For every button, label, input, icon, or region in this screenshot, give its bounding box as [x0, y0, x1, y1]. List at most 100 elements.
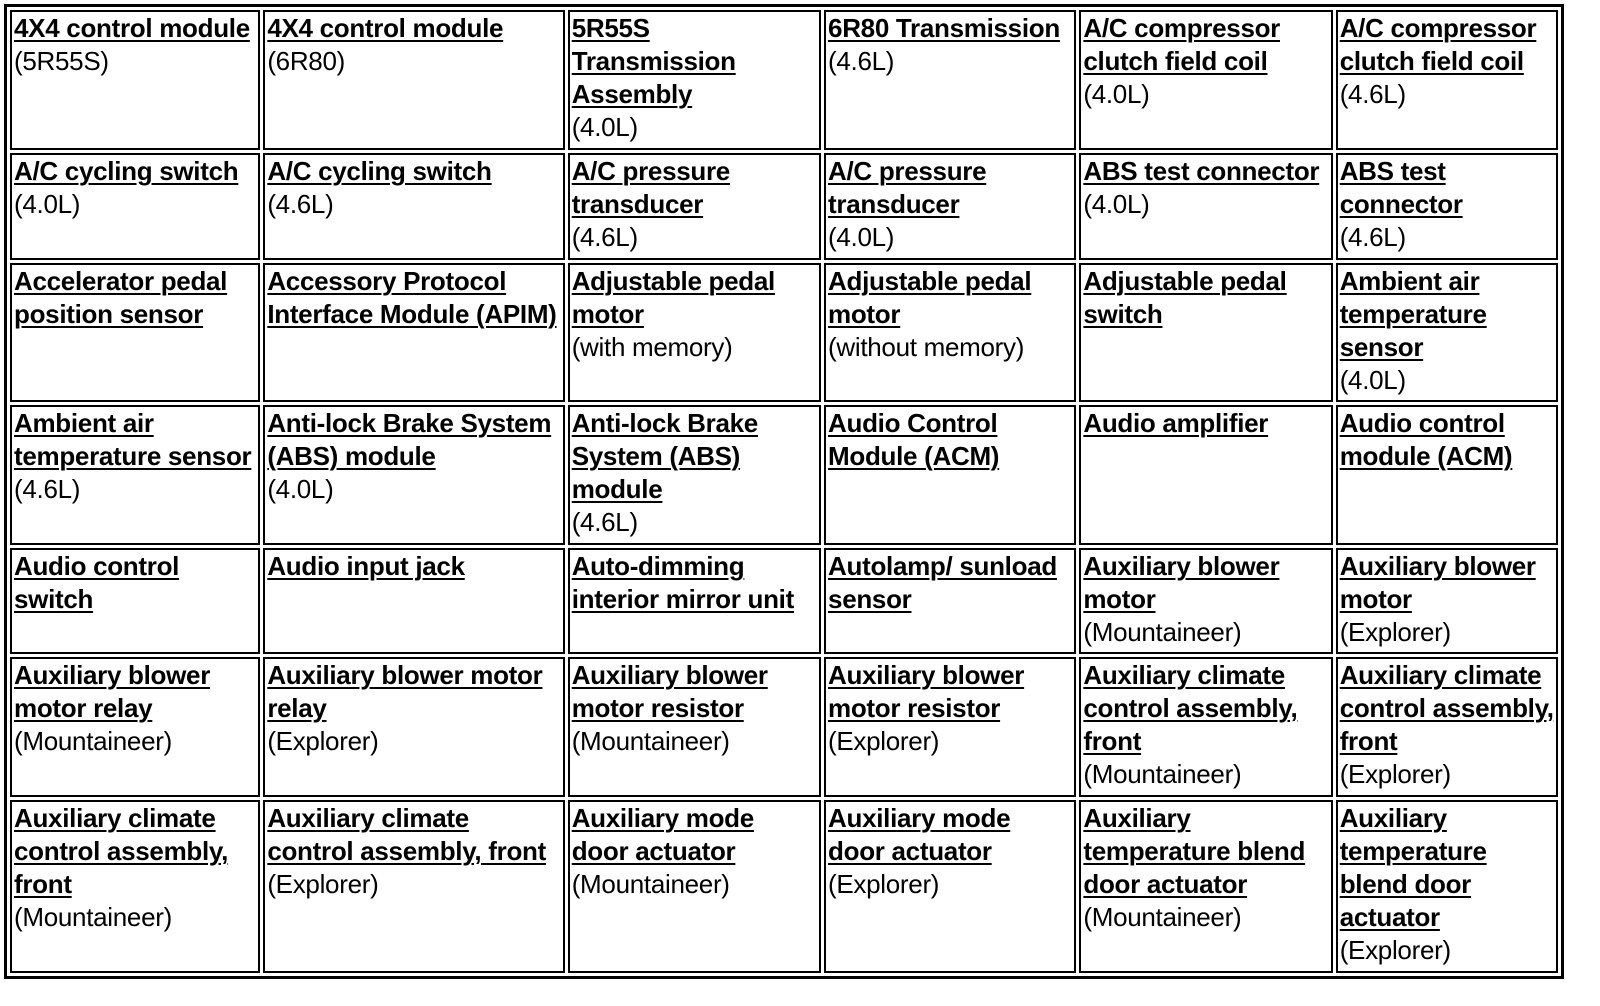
component-note: (Explorer): [1339, 617, 1451, 647]
component-note: (6R80): [267, 46, 345, 76]
component-link[interactable]: Auxiliary climate control assembly, fron…: [14, 803, 229, 899]
component-link[interactable]: Audio amplifier: [1083, 408, 1269, 438]
table-cell: Autolamp/ sunload sensor: [824, 548, 1077, 654]
component-link[interactable]: A/C pressure transducer: [828, 156, 987, 219]
table-cell: Ambient air temperature sensor (4.0L): [1335, 263, 1558, 402]
component-link[interactable]: Auxiliary temperature blend door actuato…: [1083, 803, 1306, 899]
component-note: (Mountaineer): [14, 726, 172, 756]
component-note: (Mountaineer): [1083, 902, 1242, 932]
table-cell: Audio amplifier: [1079, 405, 1333, 545]
component-note: (Mountaineer): [1083, 759, 1242, 789]
table-cell: A/C compressor clutch field coil (4.6L): [1335, 10, 1558, 150]
component-link[interactable]: Auxiliary climate control assembly, fron…: [1083, 660, 1298, 756]
table-cell: A/C pressure transducer (4.0L): [824, 153, 1077, 260]
component-note: (Explorer): [267, 869, 379, 899]
table-cell: Accelerator pedal position sensor: [10, 263, 261, 402]
table-cell: 6R80 Transmission (4.6L): [824, 10, 1077, 150]
component-link[interactable]: Anti-lock Brake System (ABS) module: [571, 408, 759, 504]
table-cell: Audio control module (ACM): [1335, 405, 1558, 545]
component-note: (5R55S): [14, 46, 109, 76]
component-link[interactable]: Accelerator pedal position sensor: [14, 266, 228, 329]
table-cell: 5R55S Transmission Assembly (4.0L): [567, 10, 822, 150]
table-cell: Auxiliary blower motor (Explorer): [1335, 548, 1558, 654]
component-note: (with memory): [571, 332, 733, 362]
component-link[interactable]: Audio Control Module (ACM): [828, 408, 1000, 471]
component-link[interactable]: Auxiliary blower motor: [1083, 551, 1280, 614]
component-link[interactable]: Auxiliary mode door actuator: [828, 803, 1011, 866]
table-cell: Auxiliary mode door actuator (Mountaineer…: [567, 800, 822, 973]
table-cell: Adjustable pedal motor (without memory): [824, 263, 1077, 402]
component-link[interactable]: Auxiliary blower motor relay: [267, 660, 543, 723]
component-link[interactable]: Audio control switch: [14, 551, 180, 614]
table-cell: 4X4 control module (5R55S): [10, 10, 261, 150]
component-link[interactable]: Adjustable pedal motor: [571, 266, 776, 329]
table-cell: 4X4 control module (6R80): [263, 10, 565, 150]
table-cell: Auxiliary blower motor resistor (Mountain…: [567, 657, 822, 797]
table-cell: ABS test connector (4.0L): [1079, 153, 1333, 260]
component-note: (Mountaineer): [14, 902, 172, 932]
component-link[interactable]: Auxiliary temperature blend door actuato…: [1339, 803, 1487, 932]
table-cell: Auxiliary climate control assembly, fron…: [1079, 657, 1333, 797]
component-note: (4.6L): [571, 222, 638, 252]
table-cell: Adjustable pedal switch: [1079, 263, 1333, 402]
component-link[interactable]: 5R55S Transmission Assembly: [571, 13, 736, 109]
component-link[interactable]: A/C cycling switch: [14, 156, 239, 186]
table-row: Auxiliary climate control assembly, fron…: [10, 800, 1558, 973]
component-link[interactable]: A/C compressor clutch field coil: [1339, 13, 1537, 76]
table-row: Audio control switch Audio input jack Auto…: [10, 548, 1558, 654]
component-note: (4.6L): [14, 474, 81, 504]
component-note: (4.0L): [1083, 189, 1150, 219]
component-link[interactable]: Audio control module (ACM): [1339, 408, 1513, 471]
component-link[interactable]: ABS test connector: [1083, 156, 1320, 186]
table-cell: A/C compressor clutch field coil (4.0L): [1079, 10, 1333, 150]
component-link[interactable]: Adjustable pedal motor: [828, 266, 1032, 329]
component-note: (4.6L): [1339, 222, 1406, 252]
table-cell: Accessory Protocol Interface Module (API…: [263, 263, 565, 402]
table-cell: Auxiliary climate control assembly, fron…: [10, 800, 261, 973]
table-cell: Auxiliary mode door actuator (Explorer): [824, 800, 1077, 973]
component-note: (4.0L): [571, 112, 638, 142]
component-link[interactable]: Auxiliary blower motor: [1339, 551, 1536, 614]
table-row: Ambient air temperature sensor (4.6L) Anti…: [10, 405, 1558, 545]
component-note: (Explorer): [267, 726, 379, 756]
component-note: (4.6L): [828, 46, 895, 76]
component-link[interactable]: A/C compressor clutch field coil: [1083, 13, 1280, 76]
table-cell: Anti-lock Brake System (ABS) module (4.0L…: [263, 405, 565, 545]
table-cell: A/C cycling switch (4.0L): [10, 153, 261, 260]
table-row: Auxiliary blower motor relay (Mountaineer…: [10, 657, 1558, 797]
component-link[interactable]: Audio input jack: [267, 551, 465, 581]
component-note: (4.6L): [1339, 79, 1406, 109]
component-note: (4.0L): [14, 189, 81, 219]
table-cell: A/C pressure transducer (4.6L): [567, 153, 822, 260]
component-link[interactable]: Auxiliary blower motor resistor: [828, 660, 1025, 723]
component-link[interactable]: Auxiliary climate control assembly, fron…: [1339, 660, 1554, 756]
table-cell: Audio input jack: [263, 548, 565, 654]
component-link[interactable]: Auxiliary climate control assembly, fron…: [267, 803, 546, 866]
component-link[interactable]: Ambient air temperature sensor: [14, 408, 252, 471]
component-note: (Explorer): [828, 726, 940, 756]
component-link[interactable]: ABS test connector: [1339, 156, 1463, 219]
component-link[interactable]: Adjustable pedal switch: [1083, 266, 1287, 329]
component-note: (4.0L): [267, 474, 334, 504]
component-link[interactable]: Auxiliary blower motor relay: [14, 660, 211, 723]
table-cell: Ambient air temperature sensor (4.6L): [10, 405, 261, 545]
component-link[interactable]: Auto-dimming interior mirror unit: [571, 551, 795, 614]
table-cell: Audio Control Module (ACM): [824, 405, 1077, 545]
component-link[interactable]: Accessory Protocol Interface Module (API…: [267, 266, 557, 329]
component-note: (4.6L): [267, 189, 334, 219]
table-row: 4X4 control module (5R55S) 4X4 control mod…: [10, 10, 1558, 150]
component-link[interactable]: A/C pressure transducer: [571, 156, 731, 219]
component-link[interactable]: Autolamp/ sunload sensor: [828, 551, 1057, 614]
component-link[interactable]: Anti-lock Brake System (ABS) module: [267, 408, 552, 471]
component-link[interactable]: 4X4 control module: [267, 13, 504, 43]
component-index-table: 4X4 control module (5R55S) 4X4 control mod…: [4, 4, 1564, 979]
component-note: (Explorer): [1339, 759, 1451, 789]
table-cell: A/C cycling switch (4.6L): [263, 153, 565, 260]
component-link[interactable]: Auxiliary mode door actuator: [571, 803, 755, 866]
component-link[interactable]: Ambient air temperature sensor: [1339, 266, 1487, 362]
component-link[interactable]: 4X4 control module: [14, 13, 250, 43]
component-link[interactable]: Auxiliary blower motor resistor: [571, 660, 768, 723]
component-link[interactable]: 6R80 Transmission: [828, 13, 1060, 43]
component-link[interactable]: A/C cycling switch: [267, 156, 492, 186]
component-note: (Mountaineer): [571, 726, 730, 756]
